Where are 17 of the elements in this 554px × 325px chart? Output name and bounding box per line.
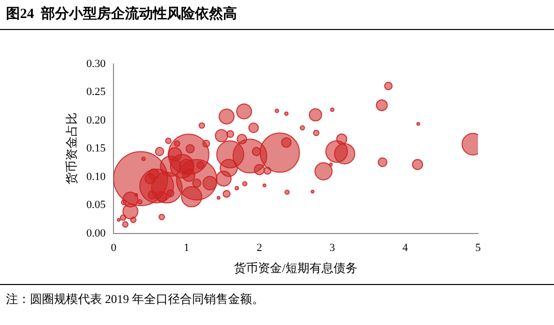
x-tick-label: 3	[330, 242, 336, 254]
x-tick-label: 4	[402, 242, 408, 254]
x-tick-label: 0	[110, 242, 117, 254]
chart-title: 图24 部分小型房企流动性风险依然高	[0, 0, 554, 30]
x-tick-label: 2	[256, 242, 262, 254]
y-tick-label: 0.05	[86, 199, 106, 212]
y-tick-label: 0.00	[86, 227, 106, 240]
y-tick-label: 0.15	[86, 142, 106, 155]
y-tick-label: 0.30	[86, 58, 106, 70]
x-tick-label: 5	[475, 242, 482, 254]
y-tick-label: 0.25	[86, 86, 106, 98]
x-tick-label: 1	[184, 242, 190, 254]
y-axis-title: 货币资金占比	[64, 112, 78, 185]
y-tick-label: 0.10	[86, 170, 106, 183]
y-tick-label: 0.20	[86, 114, 106, 126]
text: 注：圆圈规模代表 2019 年全口径合同销售金额。	[6, 291, 265, 308]
x-axis-title: 货币资金/短期有息债务	[234, 260, 358, 275]
